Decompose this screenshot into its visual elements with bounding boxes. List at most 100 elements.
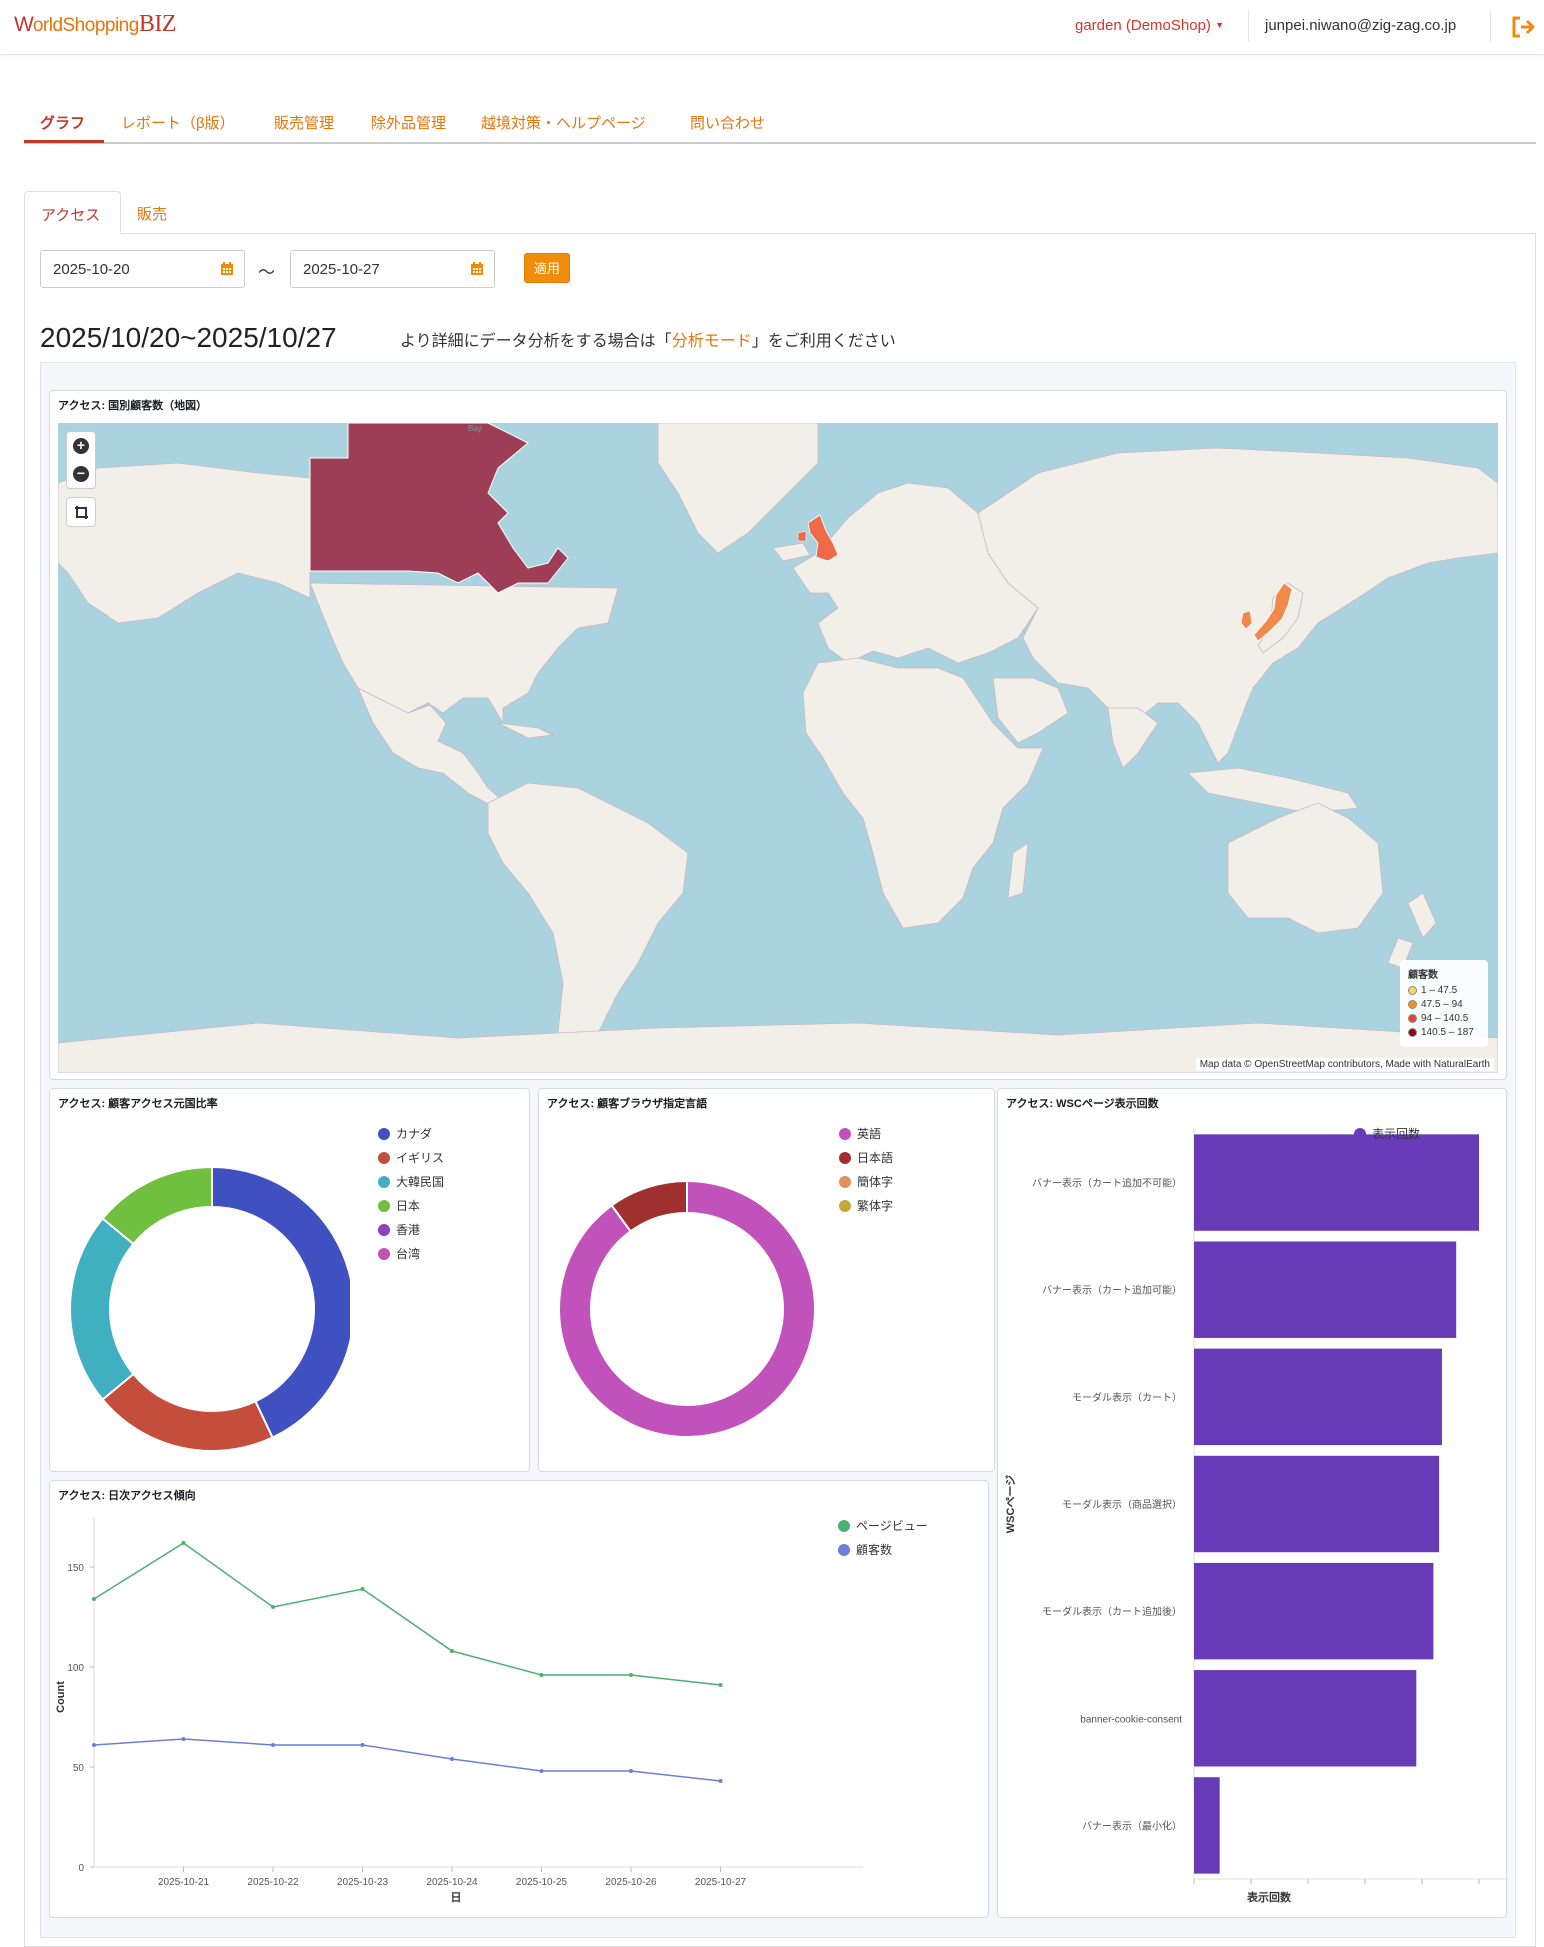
app-logo[interactable]: WorldShoppingBIZ xyxy=(14,11,176,37)
bar[interactable] xyxy=(1194,1670,1417,1767)
bar[interactable] xyxy=(1194,1241,1457,1338)
legend-item: 140.5 – 187 xyxy=(1408,1027,1480,1038)
series-line[interactable] xyxy=(93,1542,721,1686)
y-tick-label: モーダル表示（カート追加後） xyxy=(1042,1605,1182,1618)
data-point[interactable] xyxy=(539,1673,544,1677)
nav-tab-help[interactable]: 越境対策・ヘルプページ xyxy=(481,115,646,132)
language-donut-chart[interactable] xyxy=(539,1109,839,1469)
language-pie-panel: アクセス: 顧客ブラウザ指定言語 英語 日本語 簡体字 繁体字 xyxy=(538,1088,995,1472)
data-point[interactable] xyxy=(92,1743,96,1747)
nav-tab-sales[interactable]: 販売管理 xyxy=(274,115,335,132)
y-tick-label: 100 xyxy=(67,1663,84,1674)
data-point[interactable] xyxy=(450,1757,454,1761)
data-point[interactable] xyxy=(360,1743,365,1747)
fit-bounds-button[interactable] xyxy=(66,497,96,527)
legend-item[interactable]: 台湾 xyxy=(378,1245,420,1262)
legend-item[interactable]: 日本 xyxy=(378,1197,420,1214)
end-date-input[interactable]: 2025-10-27 xyxy=(290,250,495,288)
panel-title: アクセス: 国別顧客数（地図） xyxy=(58,400,208,412)
legend-item[interactable]: 簡体字 xyxy=(839,1173,893,1190)
data-point[interactable] xyxy=(718,1683,723,1687)
map-country-japan[interactable] xyxy=(1253,582,1293,642)
calendar-icon[interactable] xyxy=(220,262,234,276)
logout-icon[interactable] xyxy=(1510,15,1538,39)
data-point[interactable] xyxy=(718,1779,723,1783)
subtab-sales[interactable]: 販売 xyxy=(137,206,168,223)
analysis-mode-link[interactable]: 分析モード xyxy=(671,333,752,350)
x-tick-label: 2025-10-24 xyxy=(426,1877,478,1888)
bar[interactable] xyxy=(1194,1562,1434,1660)
data-point[interactable] xyxy=(181,1541,186,1545)
language-slice[interactable] xyxy=(610,1179,688,1233)
legend-item[interactable]: ページビュー xyxy=(838,1517,928,1534)
y-tick-label: バナー表示（カート追加可能） xyxy=(1042,1284,1182,1297)
date-range-title: 2025/10/20~2025/10/27 xyxy=(40,322,337,353)
data-point[interactable] xyxy=(539,1769,544,1773)
nav-tab-report[interactable]: レポート（β版） xyxy=(121,115,235,132)
legend-item[interactable]: 繁体字 xyxy=(839,1197,893,1214)
data-point[interactable] xyxy=(450,1649,454,1653)
world-map[interactable]: Bay + − 顧客数 1 – 47.5 47.5 – 94 94 – 140.… xyxy=(58,423,1498,1073)
legend-item[interactable]: 香港 xyxy=(378,1221,420,1238)
wsc-bar-chart[interactable]: バナー表示（カート追加不可能） バナー表示（カート追加可能） モーダル表示（カート）… xyxy=(998,1089,1508,1919)
country-slice[interactable] xyxy=(101,1165,213,1246)
bar[interactable] xyxy=(1194,1455,1440,1553)
bar[interactable] xyxy=(1194,1777,1220,1874)
shop-selector-dropdown[interactable]: garden (DemoShop) ▼ xyxy=(1075,17,1225,34)
crop-icon xyxy=(75,506,88,519)
x-tick-label: 2025-10-27 xyxy=(695,1877,747,1888)
map-attribution: Map data © OpenStreetMap contributors, M… xyxy=(1195,1058,1494,1071)
data-point[interactable] xyxy=(181,1737,186,1741)
date-separator: 〜 xyxy=(258,263,275,282)
nav-tab-excluded[interactable]: 除外品管理 xyxy=(371,115,447,132)
x-tick-label: 2025-10-23 xyxy=(337,1877,389,1888)
panel-title: アクセス: 顧客アクセス元国比率 xyxy=(58,1098,218,1110)
bar[interactable] xyxy=(1194,1134,1479,1231)
language-slice[interactable] xyxy=(558,1179,816,1438)
country-donut-chart[interactable] xyxy=(50,1109,350,1469)
map-country-korea[interactable] xyxy=(1240,610,1253,630)
legend-item[interactable]: 英語 xyxy=(839,1125,881,1142)
data-point[interactable] xyxy=(360,1587,365,1591)
data-point[interactable] xyxy=(629,1673,633,1677)
country-slice[interactable] xyxy=(69,1217,135,1401)
legend-item[interactable]: 顧客数 xyxy=(838,1541,892,1558)
data-point[interactable] xyxy=(629,1769,633,1773)
nav-tab-contact[interactable]: 問い合わせ xyxy=(690,115,766,132)
legend-item[interactable]: カナダ xyxy=(378,1125,432,1142)
map-label-bay: Bay xyxy=(468,424,482,433)
zoom-controls: + − xyxy=(66,431,96,489)
map-panel: アクセス: 国別顧客数（地図） xyxy=(49,390,1507,1080)
x-tick-label: 2025-10-22 xyxy=(247,1877,299,1888)
calendar-icon[interactable] xyxy=(470,262,484,276)
x-tick-label: 2025-10-25 xyxy=(516,1877,568,1888)
y-tick-label: 0 xyxy=(78,1863,84,1874)
legend-item[interactable]: 日本語 xyxy=(839,1149,893,1166)
y-tick-label: バナー表示（カート追加不可能） xyxy=(1032,1177,1182,1190)
x-axis-label: 日 xyxy=(451,1891,462,1904)
legend-item[interactable]: 大韓民国 xyxy=(378,1173,444,1190)
nav-tab-graph[interactable]: グラフ xyxy=(40,115,86,132)
data-point[interactable] xyxy=(271,1605,275,1609)
data-point[interactable] xyxy=(271,1743,275,1747)
country-slice[interactable] xyxy=(211,1165,350,1439)
legend-item[interactable]: イギリス xyxy=(378,1149,444,1166)
daily-line-chart[interactable]: 0 50 100 150 2025-10-21 2025-10-22 2025-10-23 2… xyxy=(50,1481,990,1919)
country-slice[interactable] xyxy=(101,1372,274,1452)
map-legend: 顧客数 1 – 47.5 47.5 – 94 94 – 140.5 140.5 … xyxy=(1400,960,1488,1047)
zoom-in-icon[interactable]: + xyxy=(73,438,89,454)
start-date-input[interactable]: 2025-10-20 xyxy=(40,250,245,288)
apply-button[interactable]: 適用 xyxy=(524,253,570,283)
subtab-access[interactable]: アクセス xyxy=(24,191,121,234)
map-country-uk[interactable] xyxy=(807,514,839,562)
zoom-out-icon[interactable]: − xyxy=(73,466,89,482)
top-header: WorldShoppingBIZ garden (DemoShop) ▼ jun… xyxy=(0,0,1544,55)
bar[interactable] xyxy=(1194,1348,1442,1446)
series-line[interactable] xyxy=(93,1738,721,1782)
y-tick-label: モーダル表示（カート） xyxy=(1072,1391,1182,1404)
map-country-canada[interactable] xyxy=(309,423,569,594)
data-point[interactable] xyxy=(92,1597,96,1601)
x-axis-label: 表示回数 xyxy=(1246,1890,1292,1904)
panel-title: アクセス: 日次アクセス傾向 xyxy=(58,1490,196,1502)
legend-title: 顧客数 xyxy=(1408,970,1438,981)
